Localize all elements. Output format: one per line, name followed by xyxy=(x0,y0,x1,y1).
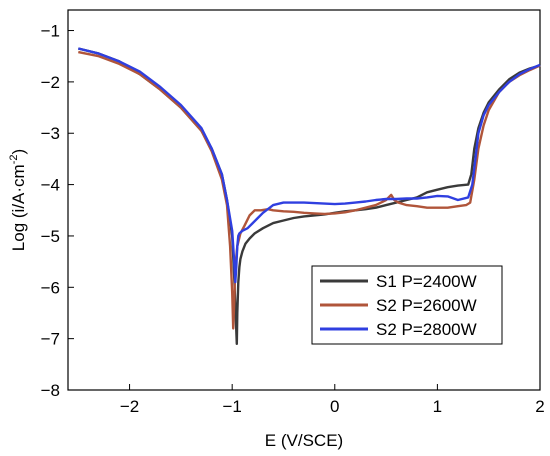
legend-label-s2-2600: S2 P=2600W xyxy=(376,296,477,315)
y-tick-label: −4 xyxy=(41,176,60,195)
y-tick-label: −7 xyxy=(41,330,60,349)
y-axis-ticks: −8 −7 −6 −5 −4 −3 −2 −1 xyxy=(41,22,74,400)
y-axis-title: Log (i/A·cm-2) xyxy=(8,149,28,251)
y-tick-label: −3 xyxy=(41,124,60,143)
plot-frame xyxy=(67,9,541,391)
series-layer xyxy=(78,47,541,345)
legend-label-s1: S1 P=2400W xyxy=(376,272,477,291)
x-axis-title: E (V/SCE) xyxy=(265,431,343,450)
x-axis-ticks: −2 −1 0 1 2 xyxy=(120,384,545,416)
y-tick-label: −6 xyxy=(41,278,60,297)
x-tick-label: −2 xyxy=(120,397,139,416)
x-tick-label: 0 xyxy=(330,397,339,416)
legend: S1 P=2400W S2 P=2600W S2 P=2800W xyxy=(311,265,503,345)
x-tick-label: −1 xyxy=(222,397,241,416)
y-tick-label: −8 xyxy=(41,381,60,400)
y-axis-title-main: Log (i/A·cm xyxy=(9,164,28,251)
y-tick-label: −5 xyxy=(41,227,60,246)
y-tick-label: −1 xyxy=(41,22,60,41)
x-tick-label: 1 xyxy=(433,397,442,416)
legend-label-s2-2800: S2 P=2800W xyxy=(376,320,477,339)
x-tick-label: 2 xyxy=(535,397,544,416)
y-axis-title-close: ) xyxy=(9,149,28,155)
series-line-3 xyxy=(78,47,541,284)
y-tick-label: −2 xyxy=(41,73,60,92)
y-axis-title-sup: -2 xyxy=(8,154,20,164)
